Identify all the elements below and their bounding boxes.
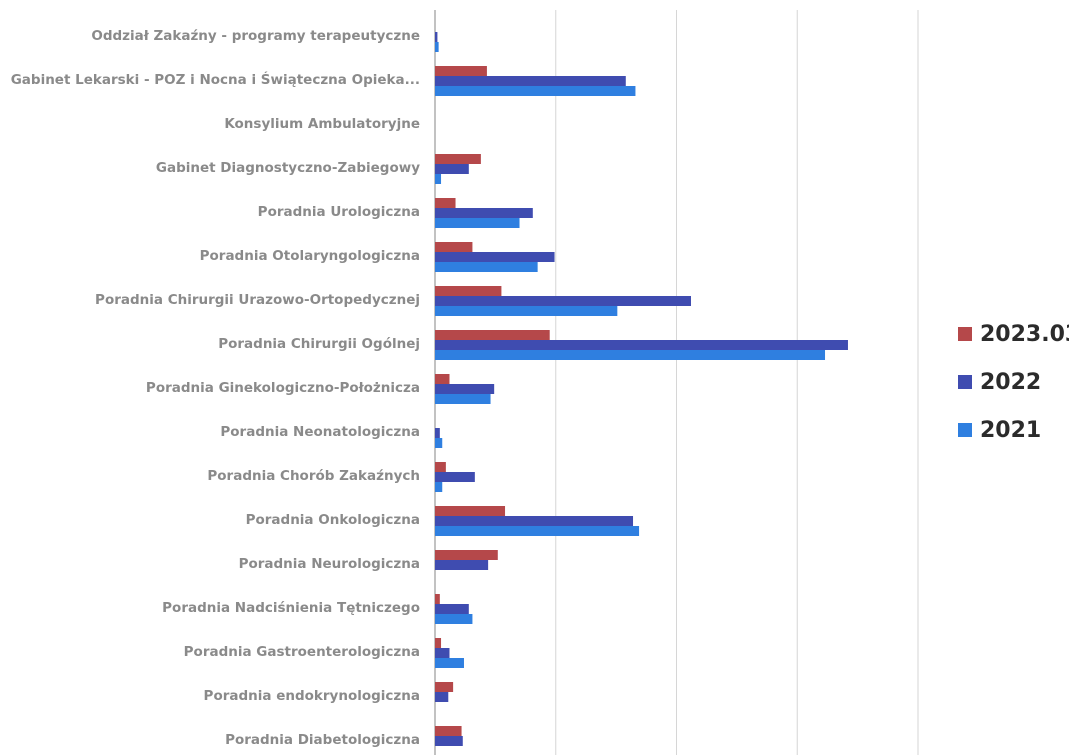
bar-2021 [435, 658, 464, 668]
bar-2023-03 [435, 330, 550, 340]
legend-swatch [958, 375, 972, 389]
bar-2022 [435, 472, 475, 482]
bars-group [435, 32, 848, 746]
bar-2022 [435, 252, 555, 262]
legend-label: 2023.03 [980, 322, 1069, 347]
bar-2022 [435, 76, 626, 86]
bar-2022 [435, 32, 438, 42]
bar-2023-03 [435, 594, 440, 604]
bar-2022 [435, 692, 449, 702]
category-label: Poradnia Diabetologiczna [225, 732, 420, 748]
bar-2021 [435, 174, 442, 184]
category-labels: Oddział Zakaźny - programy terapeutyczne… [11, 28, 420, 748]
bar-2021 [435, 614, 473, 624]
bar-2022 [435, 604, 469, 614]
bar-2022 [435, 428, 440, 438]
bar-2022 [435, 736, 463, 746]
category-label: Poradnia Urologiczna [258, 204, 420, 220]
bar-2023-03 [435, 726, 462, 736]
bar-2022 [435, 296, 691, 306]
legend-swatch [958, 423, 972, 437]
bar-2021 [435, 350, 826, 360]
bar-2021 [435, 394, 491, 404]
category-label: Poradnia Ginekologiczno-Położnicza [146, 380, 420, 396]
legend-label: 2021 [980, 418, 1041, 443]
category-label: Poradnia Nadciśnienia Tętniczego [162, 600, 420, 616]
bar-2023-03 [435, 550, 498, 560]
bar-2021 [435, 218, 520, 228]
bar-2023-03 [435, 154, 481, 164]
bar-2023-03 [435, 506, 506, 516]
bar-2021 [435, 262, 538, 272]
bar-2022 [435, 648, 450, 658]
bar-2021 [435, 42, 439, 52]
bar-2023-03 [435, 462, 446, 472]
bar-2023-03 [435, 198, 456, 208]
category-label: Gabinet Diagnostyczno-Zabiegowy [156, 160, 420, 176]
bar-2022 [435, 208, 533, 218]
bar-2021 [435, 86, 636, 96]
bar-2023-03 [435, 374, 450, 384]
bar-2023-03 [435, 286, 502, 296]
category-label: Poradnia Neonatologiczna [220, 424, 420, 440]
category-label: Oddział Zakaźny - programy terapeutyczne [91, 28, 420, 44]
category-label: Poradnia Gastroenterologiczna [184, 644, 420, 660]
category-label: Gabinet Lekarski - POZ i Nocna i Świątec… [11, 70, 420, 88]
bar-2022 [435, 384, 495, 394]
bar-2022 [435, 560, 489, 570]
bar-2022 [435, 516, 634, 526]
bar-2021 [435, 526, 640, 536]
bar-2023-03 [435, 242, 473, 252]
category-label: Poradnia Chirurgii Ogólnej [218, 336, 420, 352]
bar-2021 [435, 438, 443, 448]
bar-2022 [435, 340, 848, 350]
gridlines [434, 10, 919, 755]
legend-swatch [958, 327, 972, 341]
category-label: Poradnia Otolaryngologiczna [200, 248, 420, 264]
legend-label: 2022 [980, 370, 1041, 395]
bar-2023-03 [435, 682, 454, 692]
category-label: Poradnia Chorób Zakaźnych [207, 468, 420, 484]
bar-2023-03 [435, 66, 487, 76]
category-label: Konsylium Ambulatoryjne [224, 116, 420, 132]
bar-2021 [435, 306, 618, 316]
bar-2022 [435, 164, 469, 174]
category-label: Poradnia Neurologiczna [239, 556, 420, 572]
legend: 2023.03 2022 2021 [958, 322, 1069, 443]
bar-2021 [435, 482, 443, 492]
category-label: Poradnia Onkologiczna [246, 512, 420, 528]
category-label: Poradnia Chirurgii Urazowo-Ortopedycznej [95, 292, 420, 308]
category-label: Poradnia endokrynologiczna [204, 688, 420, 704]
bar-2023-03 [435, 638, 442, 648]
